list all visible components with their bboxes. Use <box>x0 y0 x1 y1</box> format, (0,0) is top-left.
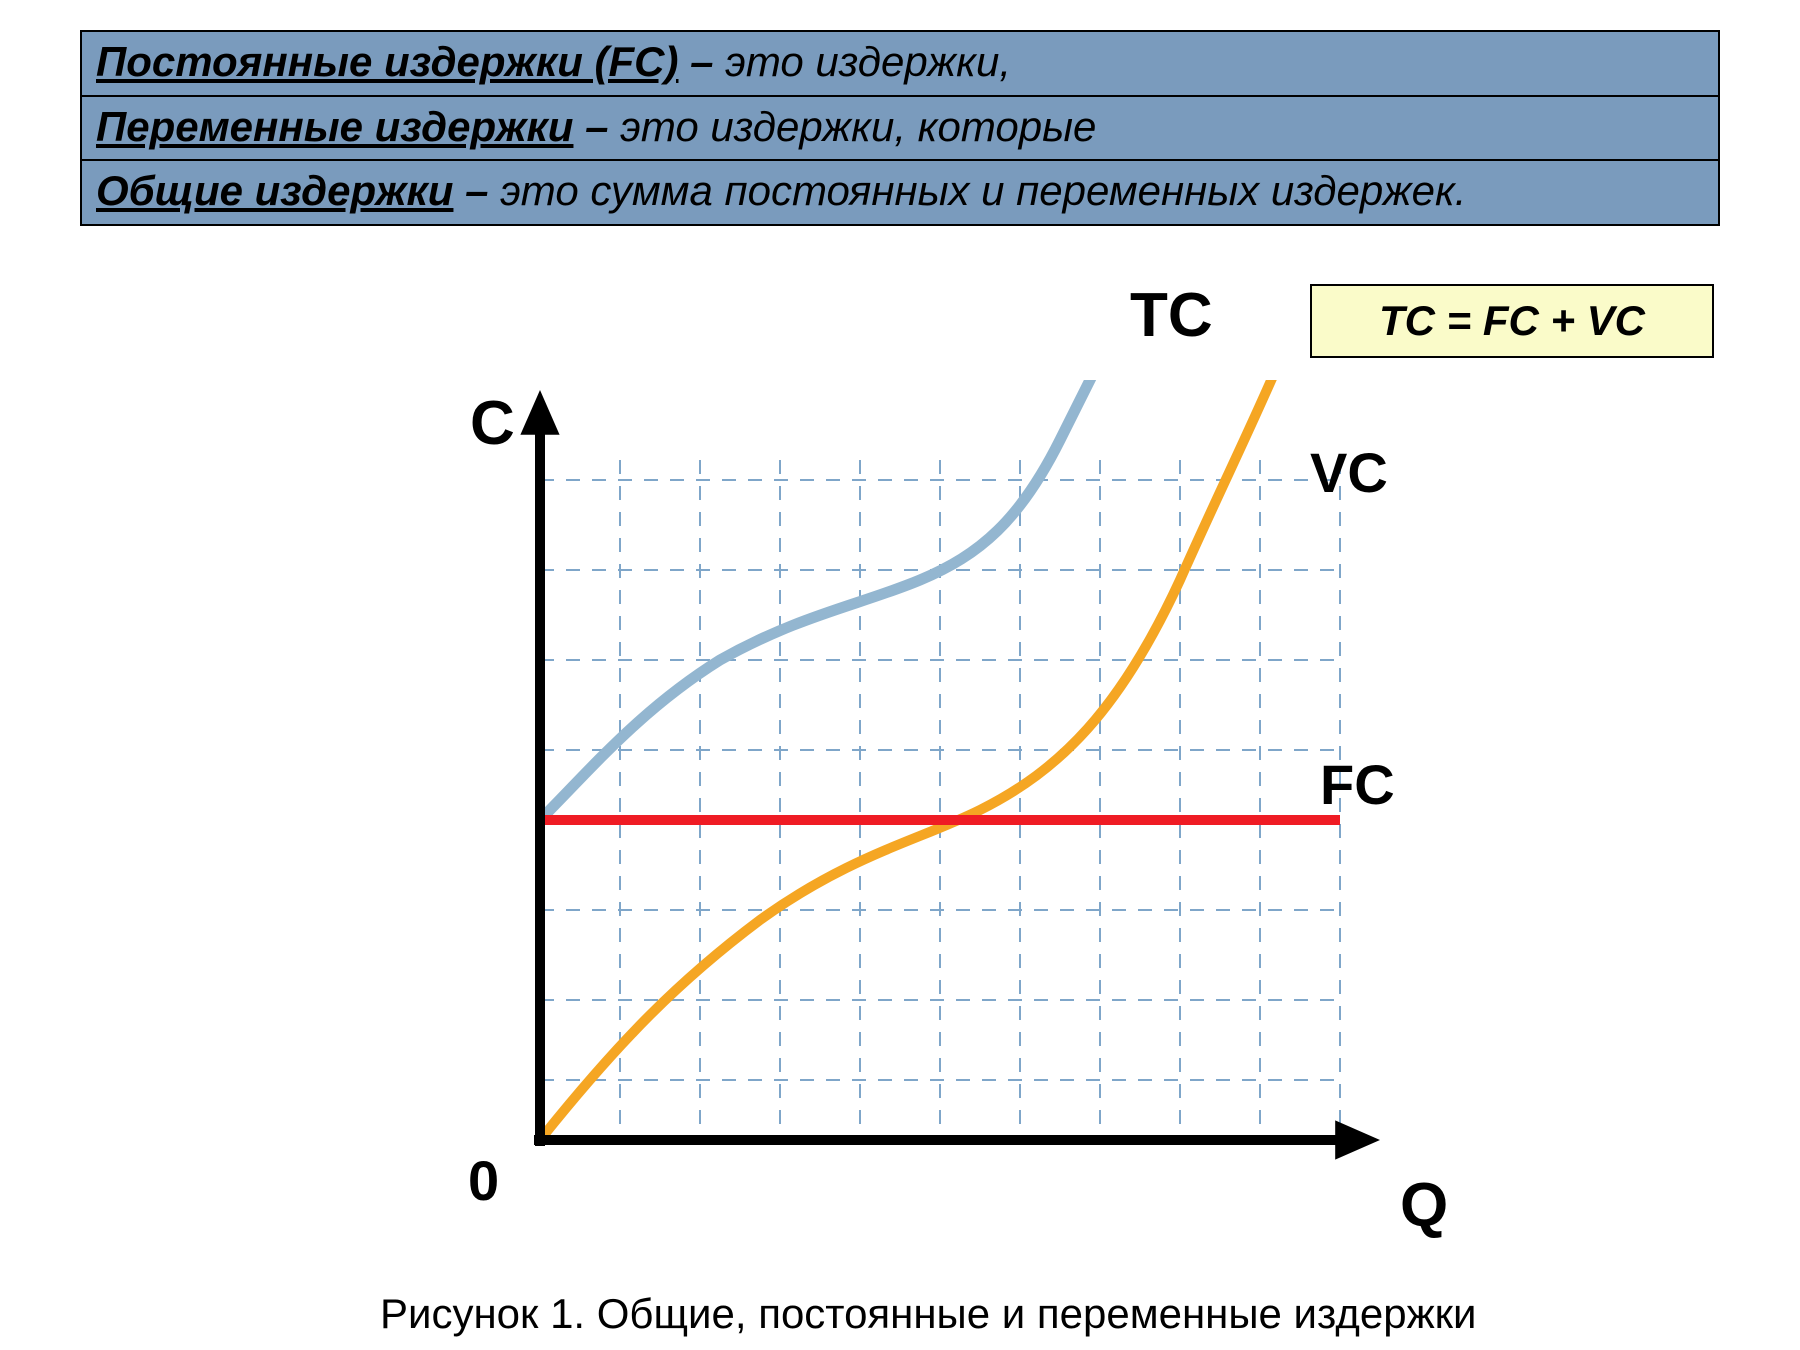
figure-caption: Рисунок 1. Общие, постоянные и переменны… <box>380 1290 1477 1338</box>
def-row-tc: Общие издержки – это сумма постоянных и … <box>81 160 1719 225</box>
formula-box: TC = FC + VC <box>1310 284 1714 358</box>
def-row-fc: Постоянные издержки (FC) – это издержки, <box>81 31 1719 96</box>
fc-curve-label: FC <box>1320 752 1395 817</box>
vc-curve-label: VC <box>1310 440 1388 505</box>
y-axis-label: C <box>470 388 515 459</box>
formula-text: TC = FC + VC <box>1379 297 1645 344</box>
tc-curve-label: TC <box>1130 280 1213 351</box>
definitions-table: Постоянные издержки (FC) – это издержки,… <box>80 30 1720 226</box>
x-axis-label: Q <box>1400 1170 1448 1241</box>
cost-curves-chart <box>420 380 1420 1210</box>
def-row-vc: Переменные издержки – это издержки, кото… <box>81 96 1719 161</box>
origin-label: 0 <box>468 1148 499 1213</box>
